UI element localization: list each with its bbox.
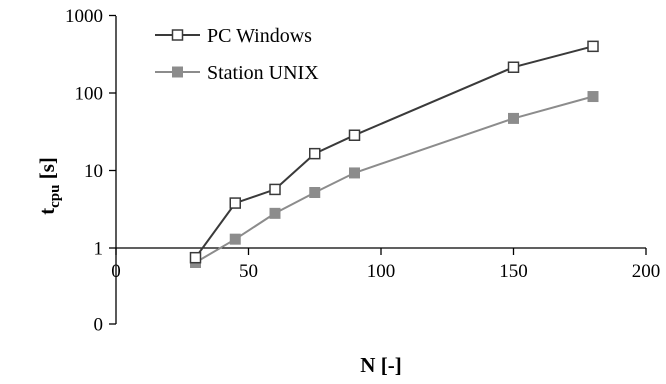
data-point-station-unix <box>269 207 281 219</box>
data-point-station-unix <box>309 187 321 199</box>
x-tick-label: 100 <box>367 261 396 282</box>
legend: PC Windows Station UNIX <box>155 25 319 84</box>
x-axis-title: N [-] <box>360 353 401 377</box>
data-point-station-unix <box>229 233 241 245</box>
x-tick-label: 0 <box>111 261 121 282</box>
series-pc-windows <box>189 40 599 264</box>
data-point-pc-windows <box>309 147 321 160</box>
legend-label-pc-windows: PC Windows <box>207 25 312 47</box>
legend-marker-pc-windows <box>171 29 184 41</box>
y-axis-title: tcpu [s] <box>35 157 63 215</box>
data-point-pc-windows <box>507 61 520 73</box>
y-tick-label: 10 <box>84 161 103 182</box>
legend-item-pc-windows: PC Windows <box>155 25 312 47</box>
series-station-unix <box>190 91 599 268</box>
y-tick-label: 1000 <box>65 6 103 27</box>
y-axis-title-subscript: cpu <box>47 185 63 208</box>
data-point-station-unix <box>587 91 599 103</box>
legend-item-station-unix: Station UNIX <box>155 62 319 84</box>
x-tick-label: 200 <box>632 261 661 282</box>
data-point-pc-windows <box>229 197 241 209</box>
y-tick-label: 0 <box>94 315 104 336</box>
series-line-station-unix <box>194 95 594 264</box>
y-axis-title-main: t <box>35 208 59 215</box>
y-axis-title-unit: [s] <box>35 157 59 184</box>
data-point-station-unix <box>508 112 519 124</box>
series-layer <box>189 40 599 268</box>
x-tick-label: 150 <box>499 261 528 282</box>
data-point-pc-windows <box>269 183 281 196</box>
y-tick-label: 1 <box>94 239 104 260</box>
legend-label-station-unix: Station UNIX <box>207 62 319 84</box>
y-tick-label: 100 <box>75 84 104 105</box>
data-point-pc-windows <box>587 40 599 53</box>
data-point-station-unix <box>349 167 360 179</box>
legend-marker-station-unix <box>172 66 183 78</box>
data-point-pc-windows <box>189 251 202 264</box>
data-point-pc-windows <box>348 129 361 141</box>
x-tick-label: 50 <box>239 261 258 282</box>
